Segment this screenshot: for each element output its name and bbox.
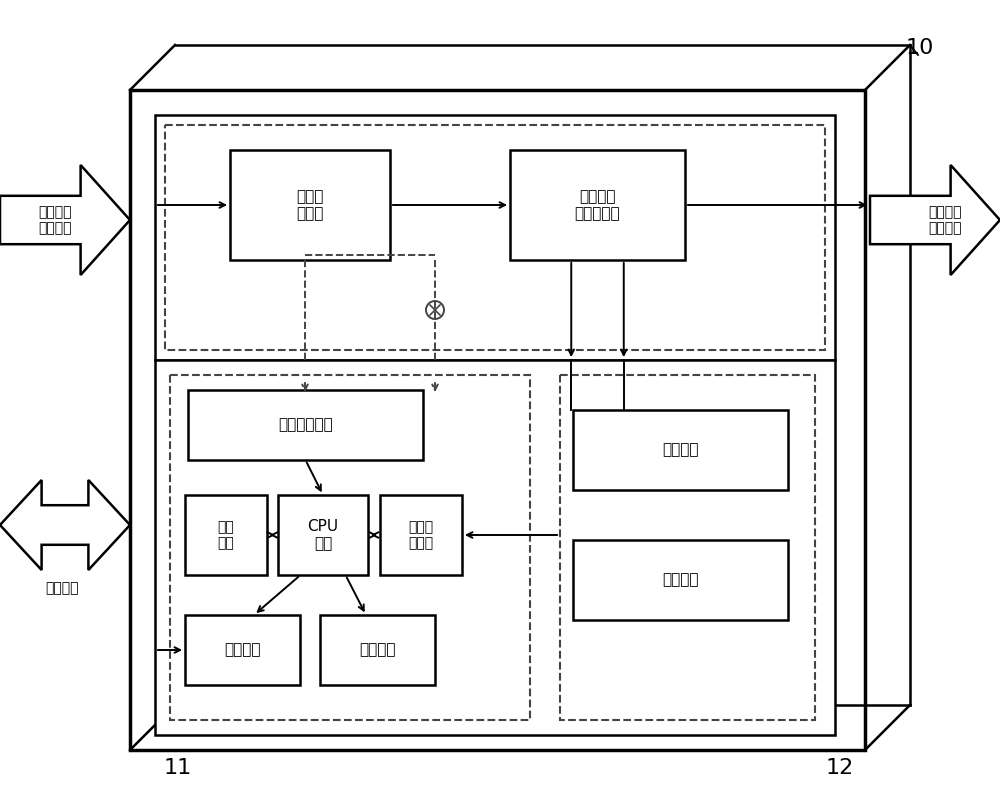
Bar — [380, 495, 462, 575]
Bar — [560, 375, 815, 720]
Text: 显示
模块: 显示 模块 — [218, 520, 234, 550]
Text: 人机交
互模块: 人机交 互模块 — [408, 520, 434, 550]
Bar — [170, 375, 530, 720]
Bar — [320, 615, 435, 685]
Polygon shape — [0, 165, 130, 275]
Text: 保护电
路模块: 保护电 路模块 — [296, 189, 324, 221]
Text: 11: 11 — [164, 758, 192, 778]
Bar — [188, 390, 423, 460]
Bar — [510, 150, 685, 260]
Bar — [573, 410, 788, 490]
Text: 12: 12 — [826, 758, 854, 778]
Polygon shape — [0, 480, 130, 570]
Text: 多路汇流
控制器模块: 多路汇流 控制器模块 — [575, 189, 620, 221]
Text: 10: 10 — [906, 38, 934, 58]
Bar — [230, 150, 390, 260]
Text: 信号调理模块: 信号调理模块 — [278, 417, 333, 433]
Bar — [185, 615, 300, 685]
Text: 存储模块: 存储模块 — [359, 642, 396, 658]
Bar — [130, 90, 865, 750]
Bar — [573, 540, 788, 620]
Bar — [165, 125, 825, 350]
Text: 通信模块: 通信模块 — [224, 642, 261, 658]
Bar — [278, 495, 368, 575]
Bar — [185, 495, 267, 575]
Text: 多路电源
输入接口: 多路电源 输入接口 — [38, 205, 72, 235]
Polygon shape — [870, 165, 1000, 275]
Text: 单路直流
输出接口: 单路直流 输出接口 — [928, 205, 962, 235]
Text: CPU
模块: CPU 模块 — [307, 519, 339, 551]
Bar — [155, 115, 835, 360]
Text: 备用电池: 备用电池 — [662, 573, 699, 587]
Text: 电源模块: 电源模块 — [662, 442, 699, 457]
Bar — [155, 360, 835, 735]
Text: 通信接口: 通信接口 — [45, 581, 79, 595]
